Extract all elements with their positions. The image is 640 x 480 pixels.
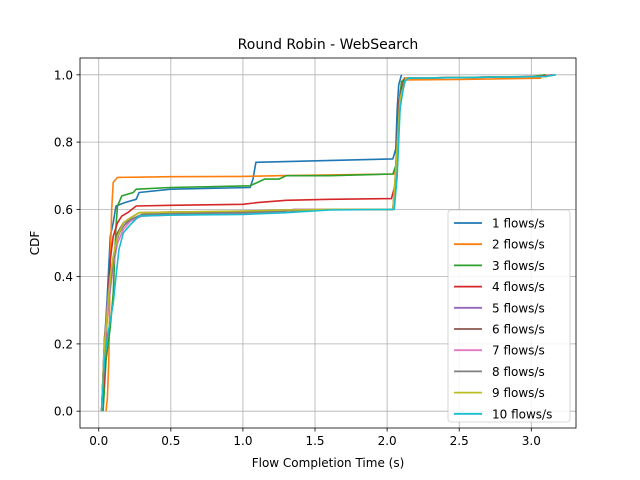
series-line	[100, 74, 403, 412]
legend-label: 3 flows/s	[492, 259, 545, 273]
legend-label: 7 flows/s	[492, 344, 545, 358]
legend: 1 flows/s 2 flows/s 3 flows/s 4 flows/s 5 fl…	[447, 209, 571, 423]
x-tick-label: 3.0	[522, 434, 541, 448]
series-line	[100, 74, 556, 412]
legend-label: 6 flows/s	[492, 323, 545, 337]
axis-ticks: 0.0 0.5 1.0 1.5 2.0 2.5 3.0 0.0 0.2 0.4 0.6 0.8 1.0	[54, 68, 541, 448]
y-tick-label: 1.0	[54, 68, 73, 82]
legend-label: 2 flows/s	[492, 238, 545, 252]
y-axis-label: CDF	[28, 231, 42, 256]
x-tick-label: 1.5	[305, 434, 324, 448]
legend-label: 8 flows/s	[492, 365, 545, 379]
x-tick-label: 0.5	[161, 434, 180, 448]
y-tick-label: 0.4	[54, 270, 73, 284]
plot-frame	[79, 57, 577, 429]
x-tick-label: 1.0	[233, 434, 252, 448]
y-tick-label: 0.8	[54, 136, 73, 150]
y-tick-label: 0.2	[54, 337, 73, 351]
legend-label: 9 flows/s	[492, 386, 545, 400]
legend-box	[447, 209, 571, 423]
legend-label: 5 flows/s	[492, 301, 545, 315]
series-line	[100, 74, 556, 412]
x-axis-label: Flow Completion Time (s)	[252, 456, 405, 470]
y-tick-label: 0.6	[54, 203, 73, 217]
x-tick-label: 2.5	[450, 434, 469, 448]
x-tick-label: 0.0	[89, 434, 108, 448]
series-lines	[100, 74, 556, 412]
x-tick-label: 2.0	[378, 434, 397, 448]
chart-title: Round Robin - WebSearch	[238, 37, 419, 53]
legend-label: 4 flows/s	[492, 280, 545, 294]
y-tick-label: 0.0	[54, 405, 73, 419]
legend-label: 1 flows/s	[492, 217, 545, 231]
legend-label: 10 flows/s	[492, 407, 552, 421]
